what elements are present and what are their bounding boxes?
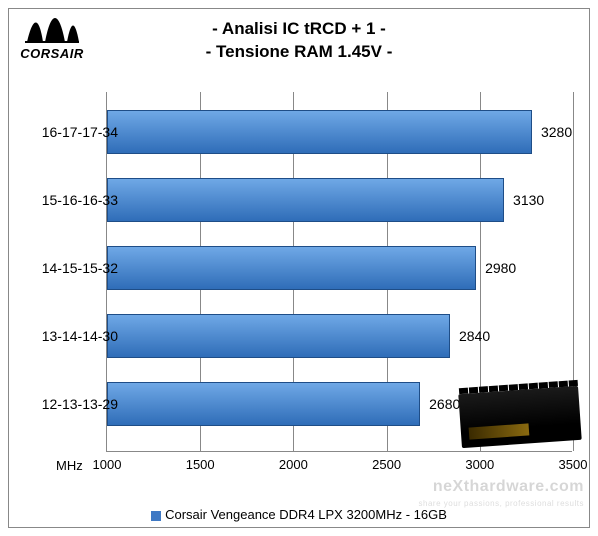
legend: Corsair Vengeance DDR4 LPX 3200MHz - 16G… [0, 507, 598, 522]
category-label: 15-16-16-33 [42, 192, 118, 208]
bar-value-label: 3280 [541, 124, 572, 140]
bar-value-label: 2680 [429, 396, 460, 412]
bar: 3280 [107, 110, 532, 154]
bar-value-label: 2840 [459, 328, 490, 344]
legend-label: Corsair Vengeance DDR4 LPX 3200MHz - 16G… [165, 507, 447, 522]
x-tick-label: 3500 [559, 457, 588, 472]
watermark-sub: share your passions, professional result… [419, 499, 584, 508]
x-tick-label: 3000 [465, 457, 494, 472]
bar: 2840 [107, 314, 450, 358]
bar: 2680 [107, 382, 420, 426]
x-tick-label: 2000 [279, 457, 308, 472]
bar-row: 2980 [107, 246, 476, 290]
bar-value-label: 3130 [513, 192, 544, 208]
bar-row: 3130 [107, 178, 504, 222]
x-tick-label: 1000 [93, 457, 122, 472]
bar-row: 2680 [107, 382, 420, 426]
chart-title: - Analisi IC tRCD + 1 - - Tensione RAM 1… [0, 18, 598, 64]
bar-row: 3280 [107, 110, 532, 154]
bar: 2980 [107, 246, 476, 290]
x-tick-label: 1500 [186, 457, 215, 472]
title-line-1: - Analisi IC tRCD + 1 - [0, 18, 598, 41]
x-tick-label: 2500 [372, 457, 401, 472]
bar: 3130 [107, 178, 504, 222]
category-label: 14-15-15-32 [42, 260, 118, 276]
bar-row: 2840 [107, 314, 450, 358]
legend-swatch [151, 511, 161, 521]
ram-module-image [458, 386, 581, 448]
category-label: 13-14-14-30 [42, 328, 118, 344]
watermark-main: neXthardware.com [433, 478, 584, 496]
x-axis-title: MHz [56, 458, 83, 473]
category-label: 12-13-13-29 [42, 396, 118, 412]
category-label: 16-17-17-34 [42, 124, 118, 140]
title-line-2: - Tensione RAM 1.45V - [0, 41, 598, 64]
bar-value-label: 2980 [485, 260, 516, 276]
